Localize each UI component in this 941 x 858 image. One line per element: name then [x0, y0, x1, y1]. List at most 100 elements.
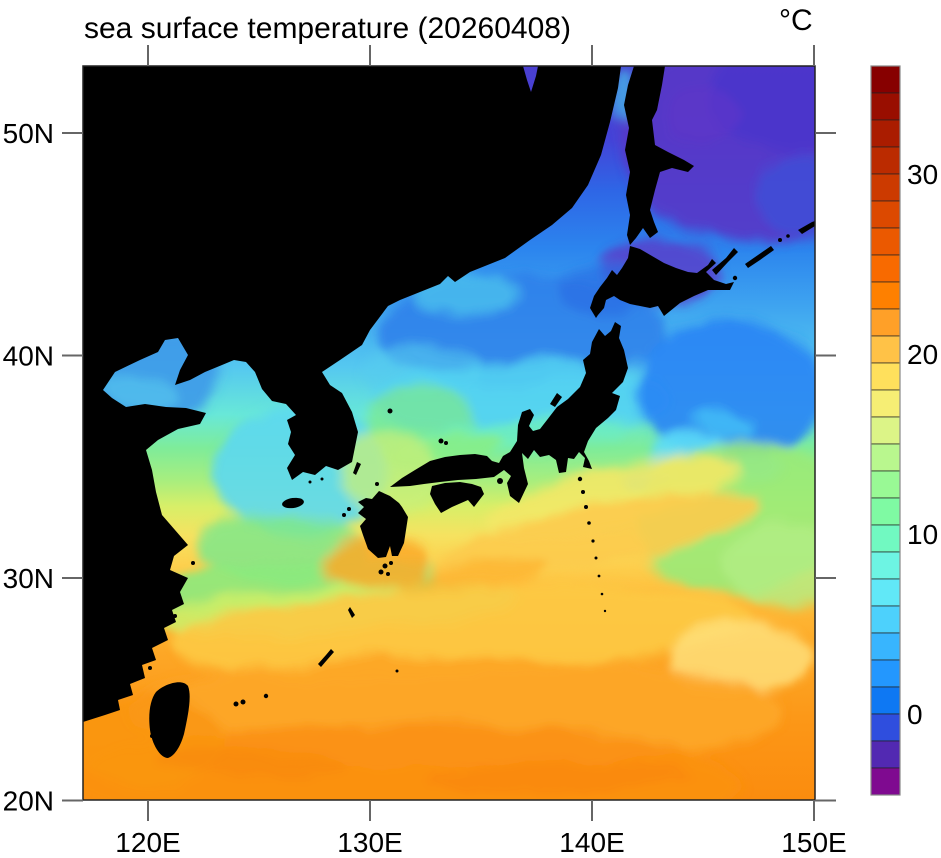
colorbar-segment	[870, 200, 901, 229]
colorbar-segment	[870, 119, 901, 148]
colorbar-segment	[870, 146, 901, 175]
land-kuril-iturup	[745, 246, 774, 268]
land-kuril-kunashiri	[712, 248, 738, 275]
y-tick-label: 30N	[3, 563, 54, 594]
colorbar-segment	[870, 605, 901, 634]
colorbar-segment	[870, 173, 901, 202]
land-okinawa	[318, 649, 334, 667]
land-korea-coastal-islet	[308, 480, 312, 484]
colorbar-segment	[870, 443, 901, 472]
colorbar: 30 20 10 0	[870, 65, 938, 796]
colorbar-segment	[870, 389, 901, 418]
land-penghu	[150, 734, 154, 738]
colorbar-segment	[870, 497, 901, 526]
land-tsushima	[353, 462, 361, 475]
colorbar-segment	[870, 227, 901, 256]
land-kuril-islet	[778, 238, 782, 242]
land-habomai	[725, 284, 729, 288]
land-izu-island	[597, 574, 601, 578]
land-izu-island	[587, 521, 591, 525]
land-izu-island	[603, 609, 607, 613]
land-china-coastal-islet	[148, 666, 152, 670]
map-frame	[82, 65, 816, 801]
land-izu-island	[584, 505, 588, 509]
colorbar-segment	[870, 281, 901, 310]
colorbar-segment	[870, 713, 901, 742]
land-iriomote	[233, 701, 239, 707]
land-china-coastal-islet	[173, 614, 177, 618]
colorbar-segment	[870, 92, 901, 121]
colorbar-border	[870, 65, 901, 796]
colorbar-segment	[870, 767, 901, 796]
colorbar-segment	[870, 524, 901, 553]
land-yakushima	[378, 569, 384, 575]
land-amami	[348, 607, 355, 618]
colorbar-tick-label: 20	[907, 339, 938, 370]
x-tick-label: 130E	[337, 827, 402, 858]
colorbar-segment	[870, 740, 901, 769]
land-izu-island	[591, 539, 595, 543]
land-ishigaki	[240, 699, 246, 705]
x-tick-label: 140E	[559, 827, 624, 858]
colorbar-segment	[870, 254, 901, 283]
land-izu-island	[577, 476, 583, 482]
land-izu-island	[594, 556, 598, 560]
axis-ticks	[62, 45, 836, 821]
land-osumi	[382, 563, 388, 569]
land-hokkaido	[590, 246, 734, 318]
colorbar-segment	[870, 416, 901, 445]
land-izu-island	[581, 490, 585, 494]
map	[62, 45, 836, 821]
colorbar-segment	[870, 686, 901, 715]
land-asia-continent-korea	[83, 66, 621, 722]
colorbar-segment	[870, 632, 901, 661]
land-kuril-urup	[798, 221, 815, 234]
land-kyushu	[358, 491, 408, 558]
land-oki	[444, 441, 448, 445]
land-sakhalin	[624, 66, 694, 245]
colorbar-segments	[870, 65, 901, 796]
y-axis: 50N 40N 30N 20N	[3, 118, 54, 817]
land-iki	[375, 482, 379, 486]
colorbar-segment	[870, 308, 901, 337]
land-sado	[550, 393, 562, 407]
colorbar-labels: 30 20 10 0	[907, 159, 938, 730]
page-title: sea surface temperature (20260408)	[84, 12, 571, 45]
y-tick-label: 40N	[3, 341, 54, 372]
colorbar-segment	[870, 551, 901, 580]
colorbar-tick-label: 30	[907, 159, 938, 190]
colorbar-tick-label: 10	[907, 519, 938, 550]
colorbar-segment	[870, 659, 901, 688]
land-taiwan	[149, 682, 190, 758]
land-honshu	[390, 322, 628, 503]
land-osumi	[389, 561, 393, 565]
colorbar-segment	[870, 362, 901, 391]
land-korea-coastal-islet	[320, 477, 324, 481]
land-goto	[347, 507, 351, 511]
land-izu-island	[600, 592, 604, 596]
colorbar-segment	[870, 578, 901, 607]
colorbar-segment	[870, 335, 901, 364]
colorbar-segment	[870, 65, 901, 94]
y-tick-label: 50N	[3, 118, 54, 149]
units-label: °C	[779, 4, 813, 37]
land-miyako	[263, 693, 269, 699]
x-tick-label: 150E	[781, 827, 846, 858]
colorbar-segment	[870, 470, 901, 499]
land-awaji	[497, 478, 503, 484]
land-mask	[83, 66, 815, 758]
colorbar-tick-label: 0	[907, 699, 923, 730]
x-axis: 120E 130E 140E 150E	[115, 827, 846, 858]
land-kuril-islet	[786, 234, 790, 238]
land-shikoku	[430, 482, 484, 513]
land-tanegashima	[386, 572, 390, 576]
x-tick-label: 120E	[115, 827, 180, 858]
land-china-coastal-islet	[191, 561, 195, 565]
land-daito	[395, 669, 399, 673]
land-oki	[438, 438, 444, 444]
land-shikotan	[732, 275, 738, 281]
land-goto	[342, 513, 346, 517]
land-jeju	[282, 497, 304, 509]
